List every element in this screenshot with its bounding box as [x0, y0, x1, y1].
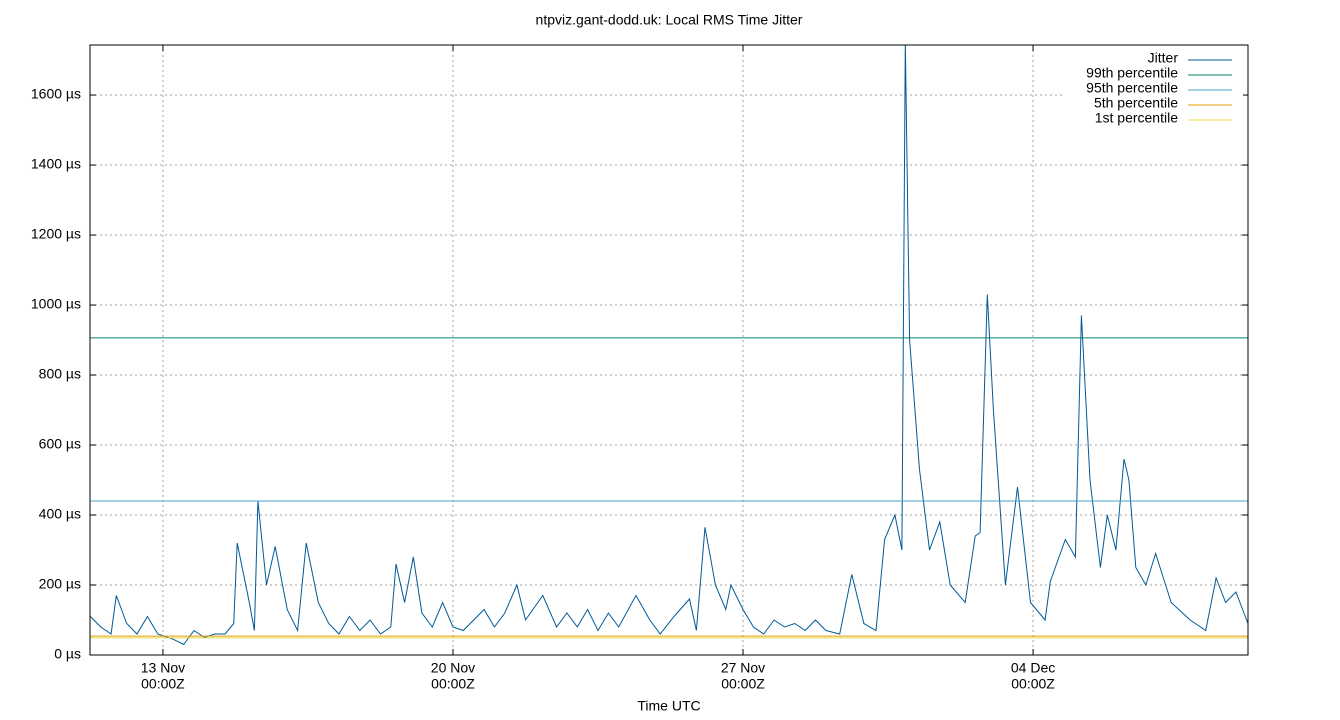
chart-title: ntpviz.gant-dodd.uk: Local RMS Time Jitt…: [536, 12, 803, 28]
x-axis-label: Time UTC: [637, 698, 700, 714]
x-tick-label: 00:00Z: [431, 676, 475, 692]
y-tick-label: 1600 µs: [31, 86, 81, 102]
y-tick-label: 0 µs: [54, 646, 81, 662]
plot-border: [89, 44, 1249, 656]
x-tick-label: 27 Nov: [721, 660, 765, 676]
legend-label: 5th percentile: [1094, 95, 1178, 111]
y-tick-label: 1000 µs: [31, 296, 81, 312]
legend-label: 95th percentile: [1086, 80, 1178, 96]
y-tick-label: 1200 µs: [31, 226, 81, 242]
jitter-line: [90, 45, 1248, 646]
legend-label: 99th percentile: [1086, 65, 1178, 81]
y-tick-label: 400 µs: [39, 506, 81, 522]
x-tick-label: 04 Dec: [1011, 660, 1055, 676]
x-tick-label: 00:00Z: [1011, 676, 1055, 692]
x-tick-label: 00:00Z: [721, 676, 765, 692]
y-tick-label: 600 µs: [39, 436, 81, 452]
legend-label: Jitter: [1148, 50, 1179, 66]
y-tick-label: 1400 µs: [31, 156, 81, 172]
y-tick-label: 200 µs: [39, 576, 81, 592]
x-tick-label: 20 Nov: [431, 660, 475, 676]
x-tick-label: 00:00Z: [141, 676, 185, 692]
y-tick-label: 800 µs: [39, 366, 81, 382]
legend-label: 1st percentile: [1095, 110, 1178, 126]
x-tick-label: 13 Nov: [141, 660, 185, 676]
